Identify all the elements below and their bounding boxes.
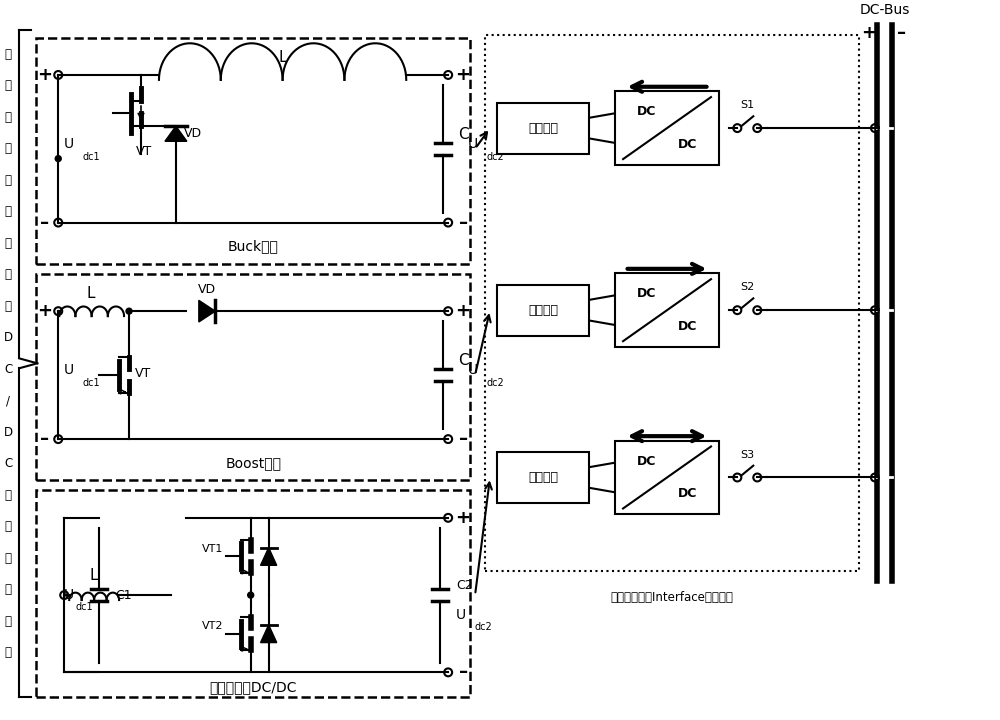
Text: C: C <box>458 127 469 142</box>
Text: DC: DC <box>678 320 698 333</box>
Text: –: – <box>897 24 906 42</box>
Bar <box>615 441 719 514</box>
Text: +: + <box>456 509 471 527</box>
Text: 路: 路 <box>5 174 12 186</box>
Bar <box>485 35 859 571</box>
Text: –: – <box>40 214 49 232</box>
Text: S3: S3 <box>740 450 754 460</box>
Text: C: C <box>4 457 12 470</box>
Text: U: U <box>456 608 466 622</box>
Text: +: + <box>37 66 52 84</box>
Text: 案: 案 <box>5 646 12 660</box>
Polygon shape <box>261 548 277 565</box>
Text: 变: 变 <box>5 489 12 502</box>
Text: 由: 由 <box>5 205 12 218</box>
Text: dc2: dc2 <box>474 621 492 631</box>
Text: 发电设备: 发电设备 <box>528 304 558 317</box>
Text: dc1: dc1 <box>76 602 93 612</box>
Text: –: – <box>459 430 468 448</box>
Circle shape <box>126 308 132 314</box>
Bar <box>36 37 470 264</box>
Text: C: C <box>458 353 469 368</box>
Bar <box>615 274 719 347</box>
Text: U: U <box>64 588 74 602</box>
Text: 合: 合 <box>5 583 12 596</box>
Text: VT2: VT2 <box>202 621 224 631</box>
Polygon shape <box>165 126 187 141</box>
Text: Buck电路: Buck电路 <box>228 239 279 253</box>
Text: D: D <box>4 426 13 438</box>
Text: DC: DC <box>636 287 656 300</box>
Text: 储能设备: 储能设备 <box>528 471 558 484</box>
Text: 方: 方 <box>5 615 12 628</box>
Text: +: + <box>456 302 471 320</box>
Text: VT1: VT1 <box>202 544 224 554</box>
Text: U: U <box>64 363 74 377</box>
Text: C2: C2 <box>456 579 473 592</box>
Text: 用电负载: 用电负载 <box>528 122 558 135</box>
Text: 种: 种 <box>5 79 12 92</box>
Text: L: L <box>278 50 287 65</box>
Bar <box>615 91 719 165</box>
Text: DC-Bus: DC-Bus <box>860 3 910 17</box>
Text: 一: 一 <box>5 48 12 60</box>
Text: C: C <box>4 363 12 376</box>
Text: 换: 换 <box>5 520 12 534</box>
Text: 半桥型双向DC/DC: 半桥型双向DC/DC <box>209 680 297 694</box>
Text: U: U <box>468 363 478 377</box>
Text: –: – <box>459 663 468 681</box>
Text: 低: 低 <box>5 111 12 124</box>
Text: Boost电路: Boost电路 <box>225 456 281 469</box>
Text: VD: VD <box>197 284 216 297</box>
Text: +: + <box>861 24 876 42</box>
Text: 组: 组 <box>5 552 12 564</box>
Polygon shape <box>261 625 277 642</box>
Text: U: U <box>64 137 74 151</box>
Text: S1: S1 <box>740 100 754 110</box>
Text: dc1: dc1 <box>82 378 100 388</box>
Polygon shape <box>199 300 215 322</box>
Text: U: U <box>468 137 478 151</box>
Text: dc2: dc2 <box>486 152 504 162</box>
Text: DC: DC <box>636 105 656 118</box>
Text: D: D <box>4 331 13 344</box>
Text: L: L <box>86 287 95 301</box>
Text: VT: VT <box>135 366 151 379</box>
Bar <box>497 452 589 503</box>
Text: –: – <box>459 214 468 232</box>
Text: 的: 的 <box>5 300 12 312</box>
Text: DC: DC <box>678 487 698 500</box>
Text: L: L <box>90 568 98 583</box>
Bar <box>497 102 589 153</box>
Text: +: + <box>456 66 471 84</box>
Circle shape <box>55 156 61 161</box>
Bar <box>36 274 470 480</box>
Bar <box>36 490 470 697</box>
Text: S2: S2 <box>740 282 754 292</box>
Text: DC: DC <box>636 455 656 468</box>
Text: 端: 端 <box>5 237 12 250</box>
Text: 单个路由端口Interface内部拓扑: 单个路由端口Interface内部拓扑 <box>611 590 733 603</box>
Text: 压: 压 <box>5 143 12 156</box>
Text: DC: DC <box>678 138 698 150</box>
Text: –: – <box>40 430 49 448</box>
Text: +: + <box>37 302 52 320</box>
Text: 口: 口 <box>5 269 12 282</box>
Text: dc1: dc1 <box>82 152 100 162</box>
Text: VD: VD <box>184 127 202 140</box>
Text: VT: VT <box>136 145 152 158</box>
Circle shape <box>248 592 254 598</box>
Text: /: / <box>6 395 10 408</box>
Text: C1: C1 <box>115 588 132 602</box>
Bar <box>497 284 589 336</box>
Text: dc2: dc2 <box>486 378 504 388</box>
